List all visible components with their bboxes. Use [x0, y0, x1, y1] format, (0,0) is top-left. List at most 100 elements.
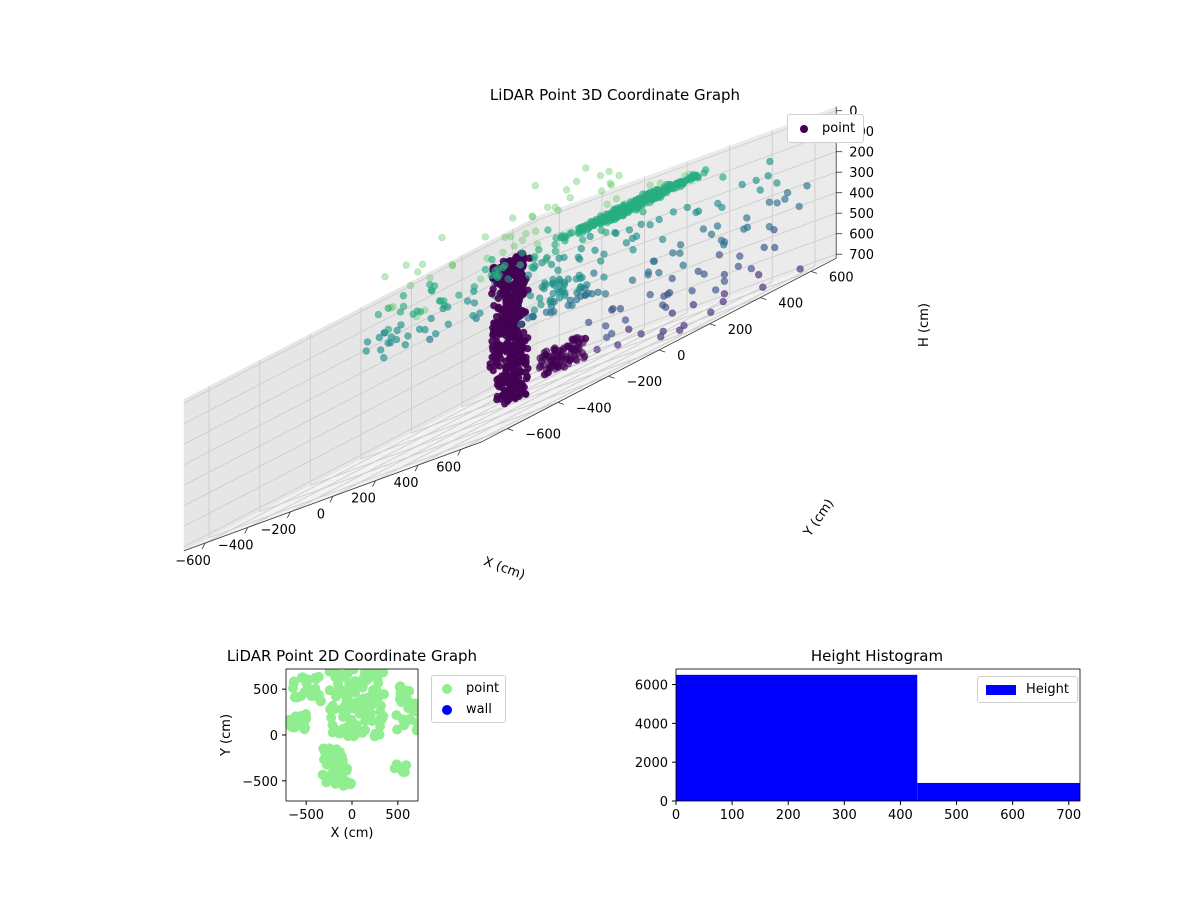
point-marker — [288, 678, 299, 689]
lidar-point — [510, 367, 518, 375]
lidar-point — [663, 180, 671, 189]
x-tick-label: −500 — [288, 808, 324, 823]
lidar-point — [578, 225, 586, 233]
height-histogram: 0 100 200 300 400 500 600 700 0 2000 4000 6000 — [635, 668, 1081, 823]
x-tick-label: 400 — [394, 476, 419, 491]
point-marker — [343, 704, 354, 714]
y-tick-label: 6000 — [635, 679, 668, 694]
lidar-point — [597, 226, 605, 235]
lidar-point — [600, 250, 608, 258]
x-tick-label: −400 — [218, 539, 254, 554]
lidar-point — [701, 166, 710, 174]
legend-2d-point-label: point — [466, 681, 500, 696]
lidar-point — [548, 298, 557, 306]
y-tick — [709, 323, 716, 327]
z-tick-label: 400 — [849, 187, 874, 202]
point-marker — [395, 694, 405, 705]
lidar-point — [517, 320, 525, 329]
point-marker — [331, 769, 342, 780]
lidar-point — [622, 239, 631, 247]
lidar-point — [578, 235, 587, 244]
lidar-point — [699, 225, 708, 233]
lidar-point — [600, 273, 608, 281]
point-marker — [362, 696, 373, 707]
lidar-point — [639, 190, 647, 198]
lidar-point — [510, 310, 519, 318]
lidar-point — [610, 205, 618, 214]
lidar-point — [580, 354, 588, 362]
lidar-point — [384, 325, 393, 334]
lidar-point — [549, 276, 557, 284]
y-tick-label: −400 — [576, 401, 612, 416]
point-marker — [296, 691, 307, 701]
lidar-point — [720, 238, 729, 246]
lidar-point — [511, 394, 519, 403]
grid-line — [183, 239, 539, 425]
y-tick-label: −500 — [242, 775, 278, 790]
x-tick-label: 0 — [317, 507, 325, 522]
y-tick-label: 200 — [728, 323, 753, 338]
lidar-point — [481, 233, 489, 241]
x-tick-label: 200 — [776, 808, 801, 823]
lidar-point — [573, 356, 581, 364]
point-marker — [354, 680, 365, 691]
histogram-title: Height Histogram — [810, 647, 944, 665]
legend-2d-entry-point: point — [438, 678, 499, 699]
legend-3d: point — [787, 114, 865, 143]
lidar-point — [396, 308, 405, 316]
lidar-point — [628, 234, 637, 243]
point-marker — [334, 746, 345, 757]
lidar-point — [650, 257, 658, 265]
y-tick — [658, 349, 666, 353]
point-marker — [341, 695, 352, 706]
y-tick-label: 0 — [270, 729, 278, 744]
lidar-point — [526, 291, 535, 300]
lidar-point — [509, 373, 517, 381]
lidar-point — [528, 212, 536, 220]
y-tick — [507, 428, 514, 431]
lidar-point — [680, 321, 688, 330]
grid-line — [183, 362, 539, 548]
grid-line — [208, 428, 508, 539]
lidar-point — [381, 273, 389, 281]
lidar-point — [542, 256, 550, 264]
lidar-point — [494, 265, 502, 273]
lidar-point — [783, 189, 792, 197]
x-axis-label: X (cm) — [481, 554, 527, 583]
lidar-point — [528, 213, 537, 221]
lidar-point — [448, 261, 457, 269]
lidar-point — [770, 243, 779, 252]
lidar-point — [448, 262, 457, 270]
lidar-point — [707, 230, 716, 239]
grid-line — [259, 401, 559, 513]
lidar-point — [507, 330, 515, 338]
lidar-point — [644, 268, 653, 276]
z-tick-label: 600 — [849, 228, 874, 243]
lidar-point — [591, 218, 599, 226]
lidar-point — [760, 243, 768, 252]
lidar-point — [404, 332, 412, 340]
x-tick-label: −600 — [175, 554, 211, 569]
lidar-point — [397, 321, 405, 329]
lidar-point — [574, 343, 582, 351]
lidar-point — [384, 304, 392, 312]
point-marker — [395, 681, 406, 692]
lidar-point — [374, 310, 383, 319]
point-marker — [292, 719, 303, 730]
point-marker — [405, 714, 416, 725]
lidar-point — [688, 174, 696, 183]
lidar-point — [590, 269, 598, 277]
y-tick — [557, 402, 565, 405]
lidar-point — [566, 194, 574, 202]
z-tick-label: 300 — [849, 166, 874, 181]
lidar-point — [535, 294, 544, 302]
lidar-point — [655, 215, 663, 224]
y-tick — [760, 297, 767, 300]
lidar-point — [476, 309, 484, 317]
lidar-point — [572, 177, 581, 186]
lidar-point — [560, 280, 568, 289]
lidar-point — [490, 301, 498, 310]
lidar-point — [520, 359, 528, 367]
plot-frame-hist — [675, 668, 1081, 802]
x-tick-label: 100 — [720, 808, 745, 823]
